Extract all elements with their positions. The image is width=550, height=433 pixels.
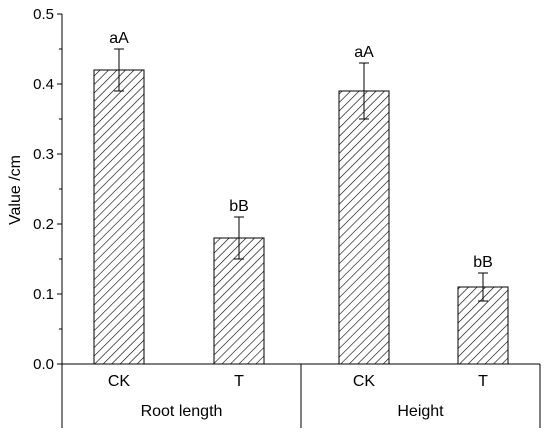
y-tick-label: 0.2 xyxy=(33,216,54,233)
y-tick-label: 0.1 xyxy=(33,286,54,303)
y-tick-label: 0.5 xyxy=(33,6,54,23)
x-tick-label: T xyxy=(478,373,488,390)
bar xyxy=(213,237,265,365)
y-tick-label: 0.0 xyxy=(33,356,54,373)
y-tick-label: 0.4 xyxy=(33,76,54,93)
significance-label: bB xyxy=(229,198,249,215)
y-tick-label: 0.3 xyxy=(33,146,54,163)
significance-label: aA xyxy=(354,44,374,61)
bar xyxy=(93,69,145,365)
x-tick-label: T xyxy=(234,373,244,390)
x-tick-label: CK xyxy=(353,373,376,390)
plot-area: 0.0 0.1 0.2 0.3 0.4 0.5 aA CK bB TaA CK bB T Root len… xyxy=(33,6,541,428)
x-tick-label: CK xyxy=(108,373,131,390)
y-axis-label: Value /cm xyxy=(7,155,24,225)
significance-label: bB xyxy=(473,254,493,271)
significance-label: aA xyxy=(109,30,129,47)
group-label: Root length xyxy=(141,403,223,420)
bar xyxy=(338,90,390,365)
group-label: Height xyxy=(397,403,444,420)
